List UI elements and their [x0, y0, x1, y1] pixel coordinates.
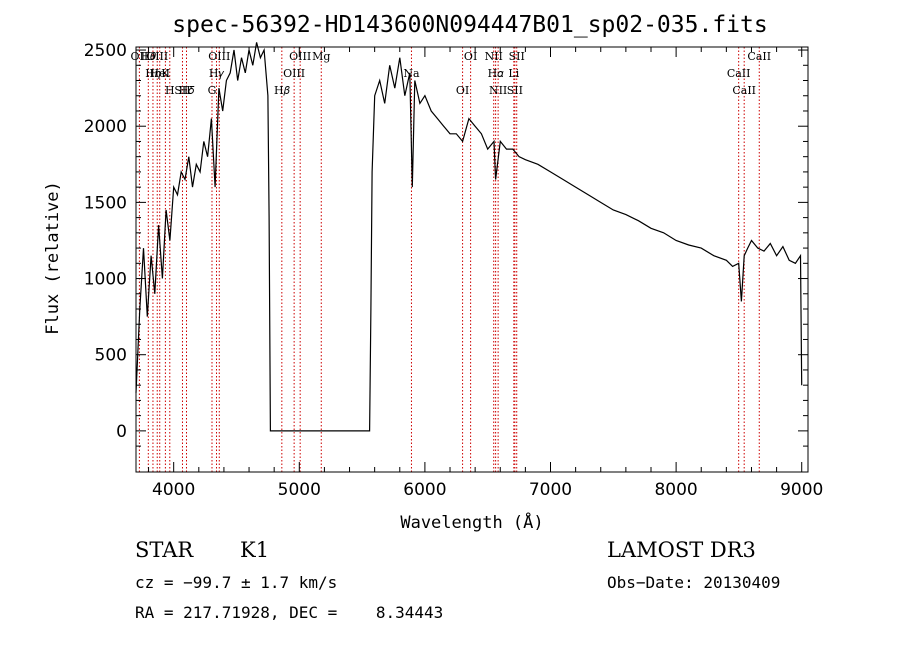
x-axis-label: Wavelength (Å)	[400, 511, 543, 533]
spectral-line-label: H𝜃	[141, 50, 157, 63]
spectral-line-label: H	[165, 84, 175, 97]
y-tick-label: 500	[95, 346, 127, 366]
spectral-line-label: CaII	[732, 84, 756, 97]
spectral-line-label: SII	[507, 84, 523, 97]
spectral-line-label: CaII	[747, 50, 771, 63]
x-axis: 4000 5000 6000 7000 8000 9000	[148, 47, 823, 500]
spectral-line-label: Li	[508, 67, 519, 80]
x-tick-label: 4000	[152, 480, 195, 500]
spectral-line-label: H𝛽	[274, 84, 290, 97]
spectral-line-label: OIII	[283, 67, 305, 80]
spectral-line-label: CaII	[727, 67, 751, 80]
y-axis: 0 500 1000 1500 2000 2500	[84, 41, 808, 447]
series-layer	[135, 42, 803, 432]
y-tick-label: 2500	[84, 41, 127, 61]
info-obs-date: Obs−Date: 20130409	[607, 573, 781, 592]
spectral-line-label: H𝛼	[488, 67, 505, 80]
x-tick-label: 7000	[529, 480, 572, 500]
spectral-line-label: H𝜂	[145, 67, 161, 80]
chart-title: spec-56392-HD143600N094447B01_sp02-035.f…	[172, 12, 767, 38]
spectral-line-label: HeI	[150, 67, 170, 80]
info-survey: LAMOST DR3	[607, 538, 756, 562]
spectral-line-label: OII	[131, 50, 149, 63]
spectral-line-label: OI	[456, 84, 469, 97]
spectral-line-label: OI	[464, 50, 477, 63]
spectral-line-label: NII	[489, 84, 507, 97]
spectral-line-label: Mg	[312, 50, 330, 63]
info-object-type: STAR	[135, 538, 194, 562]
spectral-line-label: Na	[403, 67, 420, 80]
info-redshift: cz = −99.7 ± 1.7 km/s	[135, 573, 338, 592]
y-tick-label: 1500	[84, 193, 127, 213]
y-axis-label: Flux (relative)	[43, 181, 63, 335]
y-tick-label: 0	[116, 422, 127, 442]
info-subclass: K1	[240, 538, 270, 562]
x-tick-label: 8000	[654, 480, 697, 500]
x-tick-label: 6000	[403, 480, 446, 500]
spectral-line-label: SII	[509, 50, 525, 63]
spectral-line-label: H𝛾	[209, 67, 225, 80]
y-tick-label: 1000	[84, 270, 127, 290]
y-tick-label: 2000	[84, 117, 127, 137]
x-tick-label: 9000	[780, 480, 823, 500]
spectral-line-label: K	[161, 67, 170, 80]
x-tick-label: 5000	[278, 480, 321, 500]
spectral-line-label: H𝛿	[179, 84, 196, 97]
spectral-line-label: OIII	[146, 50, 168, 63]
info-coordinates: RA = 217.71928, DEC = 8.34443	[135, 603, 444, 622]
plot-frame	[135, 46, 809, 473]
spectral-line-label: NII	[485, 50, 503, 63]
spectral-line-label: OIII	[208, 50, 230, 63]
spectral-line-label: G	[208, 84, 217, 97]
spectrum-series-line	[135, 42, 803, 432]
spectral-lines-layer	[138, 47, 760, 472]
spectral-line-label: OIII	[289, 50, 311, 63]
spectral-line-label: SII	[174, 84, 190, 97]
